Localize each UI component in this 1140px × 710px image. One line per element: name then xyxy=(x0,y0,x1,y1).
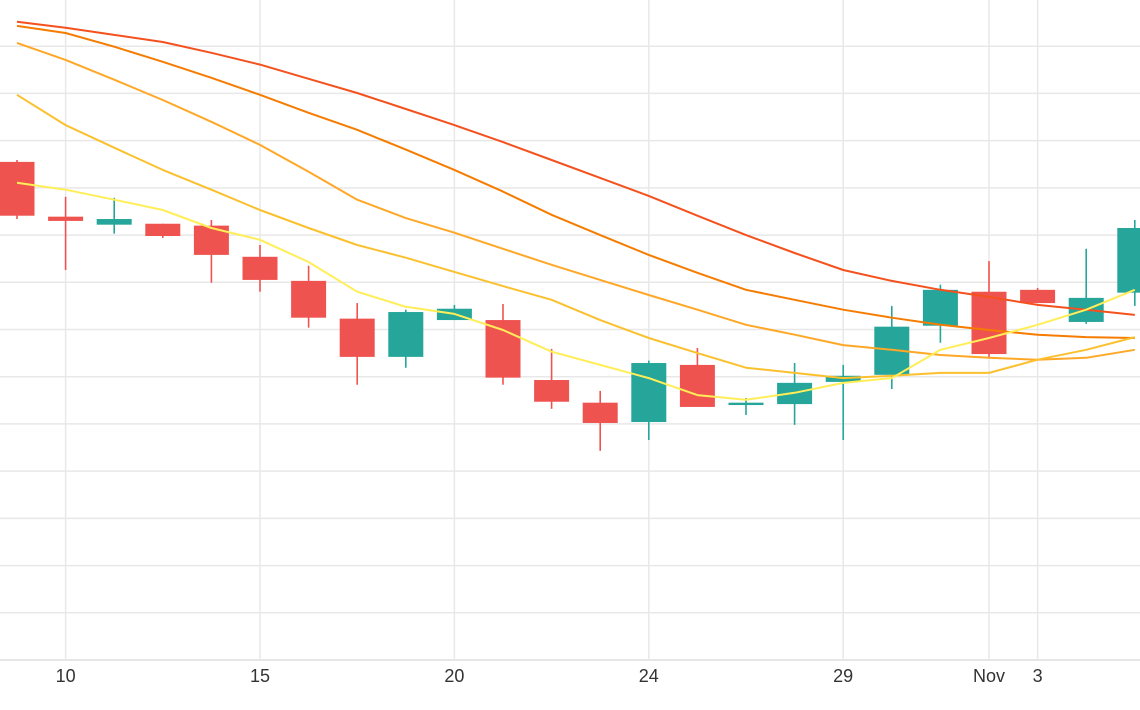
moving-average-line xyxy=(16,93,1136,380)
candle-body xyxy=(96,219,132,225)
x-tick-label: 29 xyxy=(833,666,853,686)
x-tick-label: 20 xyxy=(444,666,464,686)
candle-body xyxy=(48,216,84,221)
candle-body xyxy=(242,256,278,280)
candle-body xyxy=(971,291,1007,355)
moving-average-line xyxy=(16,41,1135,361)
candle-body xyxy=(1020,289,1056,304)
candle-body xyxy=(922,289,958,326)
moving-average-line xyxy=(16,181,1136,401)
x-tick-label: 24 xyxy=(639,666,659,686)
x-tick-label: Nov xyxy=(973,666,1005,686)
x-tick-label: 3 xyxy=(1033,666,1043,686)
candle-body xyxy=(339,318,375,357)
moving-average-line xyxy=(16,24,1135,339)
candle-body xyxy=(1117,227,1140,293)
x-tick-label: 15 xyxy=(250,666,270,686)
candle-body xyxy=(388,312,424,357)
candle-body xyxy=(631,363,667,423)
candle-body xyxy=(582,402,618,423)
candle-body xyxy=(145,223,181,237)
x-tick-label: 10 xyxy=(56,666,76,686)
moving-average-line xyxy=(16,20,1135,316)
candle-body xyxy=(0,161,35,216)
candle-body xyxy=(728,402,764,406)
candle-body xyxy=(679,364,715,407)
candle-body xyxy=(291,280,327,318)
candle-body xyxy=(534,380,570,402)
candle-body xyxy=(485,320,521,378)
